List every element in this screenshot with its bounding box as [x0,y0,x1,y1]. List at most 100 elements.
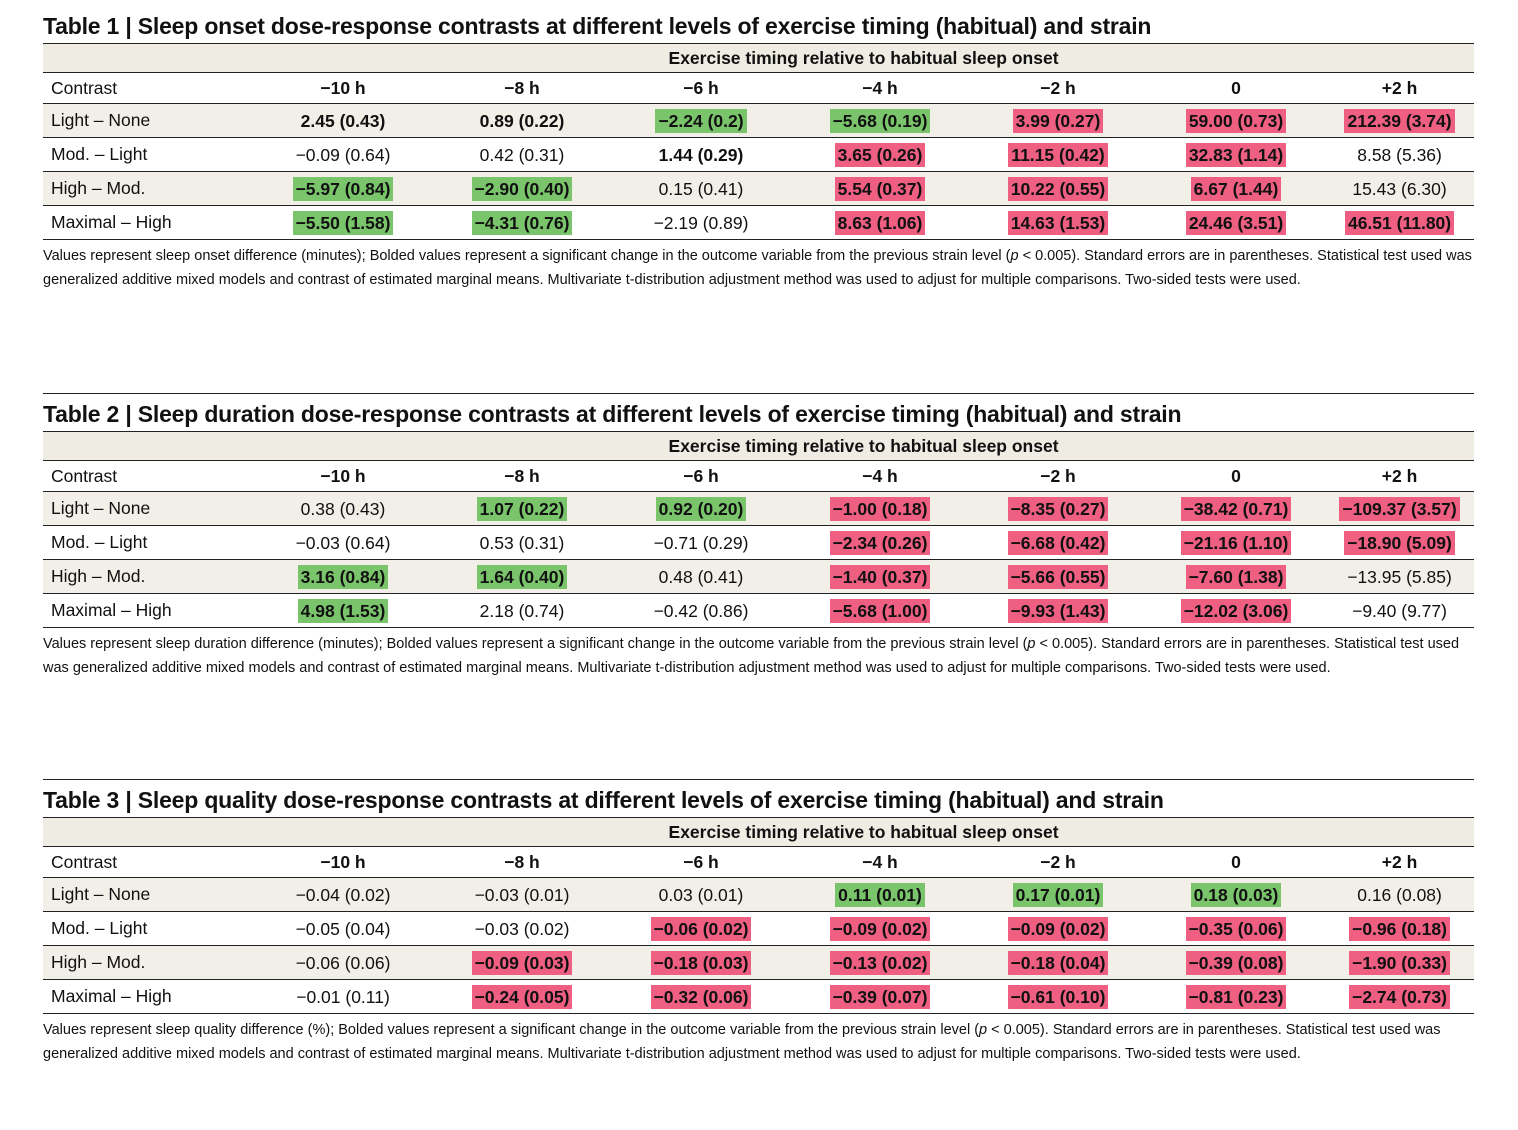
highlight-red: −0.06 (0.02) [650,916,752,941]
column-header: −2 h [969,72,1147,104]
value-cell: −2.24 (0.2) [611,103,791,138]
footnote-tail: < 0.005). Standard errors are in parenth… [43,1022,1441,1062]
cell-value: −9.40 (9.77) [1352,600,1447,621]
value-cell: −0.03 (0.01) [433,877,611,912]
highlight-green: 1.07 (0.22) [476,496,568,521]
cell-value: −13.95 (5.85) [1347,566,1452,587]
super-header: Exercise timing relative to habitual sle… [253,431,1475,461]
super-header: Exercise timing relative to habitual sle… [253,43,1475,73]
value-cell: 4.98 (1.53) [253,593,433,628]
highlight-red: −109.37 (3.57) [1339,496,1460,521]
highlight-red: −0.39 (0.08) [1185,950,1287,975]
footnote-tail: < 0.005). Standard errors are in parenth… [43,636,1460,676]
cell-value: −0.42 (0.86) [653,600,749,621]
table-title: Table 2 | Sleep duration dose-response c… [43,393,1474,431]
highlight-red: −1.90 (0.33) [1349,950,1450,975]
value-cell: 15.43 (6.30) [1325,171,1475,206]
value-cell: −0.13 (0.02) [791,945,969,980]
cell-value: 0.53 (0.31) [479,532,565,553]
value-cell: −0.04 (0.02) [253,877,433,912]
highlight-red: 59.00 (0.73) [1185,108,1287,133]
row-label: Mod. – Light [43,137,253,172]
value-cell: 0.38 (0.43) [253,491,433,526]
super-header-empty [43,431,253,461]
highlight-red: −0.09 (0.02) [1007,916,1109,941]
value-cell: −109.37 (3.57) [1325,491,1475,526]
cell-value: 1.44 (0.29) [658,144,744,165]
column-header-contrast: Contrast [43,460,253,492]
highlight-green: 0.92 (0.20) [655,496,747,521]
value-cell: 5.54 (0.37) [791,171,969,206]
table-row: Maximal – High −0.01 (0.11) −0.24 (0.05) −0… [43,979,1475,1014]
footnote-tail: < 0.005). Standard errors are in parenth… [43,248,1472,288]
column-header: +2 h [1325,846,1475,878]
value-cell: −0.09 (0.02) [969,911,1147,946]
highlight-red: −0.61 (0.10) [1007,984,1109,1009]
column-header: −4 h [791,72,969,104]
table-footnote: Values represent sleep duration differen… [43,632,1474,680]
highlight-red: 3.65 (0.26) [834,142,926,167]
value-cell: −6.68 (0.42) [969,525,1147,560]
value-cell: 0.11 (0.01) [791,877,969,912]
cell-value: 8.58 (5.36) [1357,144,1442,165]
highlight-red: 24.46 (3.51) [1185,210,1287,235]
table-title: Table 3 | Sleep quality dose-response co… [43,779,1474,817]
value-cell: −0.71 (0.29) [611,525,791,560]
value-cell: −0.42 (0.86) [611,593,791,628]
value-cell: −0.09 (0.02) [791,911,969,946]
value-cell: 3.99 (0.27) [969,103,1147,138]
value-cell: −38.42 (0.71) [1147,491,1325,526]
value-cell: −2.34 (0.26) [791,525,969,560]
highlight-red: −0.09 (0.02) [829,916,931,941]
value-cell: −13.95 (5.85) [1325,559,1475,594]
column-header: −8 h [433,846,611,878]
cell-value: −0.01 (0.11) [296,986,390,1007]
highlight-red: 8.63 (1.06) [834,210,926,235]
value-cell: −0.03 (0.02) [433,911,611,946]
cell-value: −0.03 (0.02) [474,918,570,939]
table-row: High – Mod. −5.97 (0.84) −2.90 (0.40) 0.15 … [43,171,1475,206]
highlight-red: 32.83 (1.14) [1185,142,1287,167]
cell-value: 0.16 (0.08) [1357,884,1442,905]
highlight-red: −9.93 (1.43) [1007,598,1109,623]
column-header: +2 h [1325,460,1475,492]
column-header: −8 h [433,460,611,492]
value-cell: −2.90 (0.40) [433,171,611,206]
value-cell: 2.18 (0.74) [433,593,611,628]
cell-value: −0.71 (0.29) [653,532,749,553]
cell-value: −0.06 (0.06) [295,952,391,973]
value-cell: −5.97 (0.84) [253,171,433,206]
column-header: +2 h [1325,72,1475,104]
value-cell: −0.18 (0.03) [611,945,791,980]
value-cell: 10.22 (0.55) [969,171,1147,206]
table-row: Light – None 0.38 (0.43) 1.07 (0.22) 0.92 (… [43,491,1475,526]
highlight-red: −5.68 (1.00) [829,598,931,623]
value-cell: −4.31 (0.76) [433,205,611,240]
value-cell: 32.83 (1.14) [1147,137,1325,172]
highlight-red: −7.60 (1.38) [1185,564,1287,589]
row-label: Mod. – Light [43,911,253,946]
highlight-green: 0.17 (0.01) [1012,882,1104,907]
highlight-green: −5.68 (0.19) [829,108,931,133]
value-cell: −5.50 (1.58) [253,205,433,240]
value-cell: −0.61 (0.10) [969,979,1147,1014]
value-cell: −0.05 (0.04) [253,911,433,946]
value-cell: −1.40 (0.37) [791,559,969,594]
table-title: Table 1 | Sleep onset dose-response cont… [43,13,1152,39]
column-header: −2 h [969,846,1147,878]
table-row: Mod. – Light −0.09 (0.64) 0.42 (0.31) 1.44 … [43,137,1475,172]
row-label: High – Mod. [43,559,253,594]
value-cell: −0.09 (0.64) [253,137,433,172]
table-footnote: Values represent sleep onset difference … [43,244,1474,292]
value-cell: −5.68 (0.19) [791,103,969,138]
value-cell: −1.90 (0.33) [1325,945,1475,980]
table-footnote: Values represent sleep quality differenc… [43,1018,1474,1066]
column-header: −4 h [791,846,969,878]
value-cell: 46.51 (11.80) [1325,205,1475,240]
value-cell: −0.32 (0.06) [611,979,791,1014]
highlight-green: −2.90 (0.40) [471,176,573,201]
column-header: −10 h [253,846,433,878]
value-cell: 6.67 (1.44) [1147,171,1325,206]
value-cell: −0.06 (0.06) [253,945,433,980]
value-cell: 212.39 (3.74) [1325,103,1475,138]
